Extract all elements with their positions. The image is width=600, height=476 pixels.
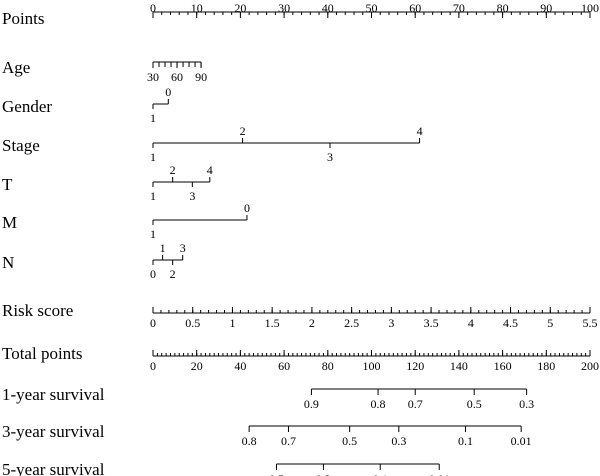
1-year-survival-tick-label: 0.9 — [304, 397, 319, 411]
risk-score-tick-label: 3.5 — [424, 316, 439, 330]
age-tick-label: 60 — [171, 70, 183, 84]
3-year-survival-tick-label: 0.1 — [458, 434, 473, 448]
points-tick-label: 10 — [191, 1, 203, 15]
3-year-survival-tick-label: 0.01 — [511, 434, 532, 448]
risk-score-tick-label: 5 — [547, 316, 553, 330]
total-points-row-label: Total points — [2, 344, 83, 363]
risk-score-tick-label: 0.5 — [185, 316, 200, 330]
5-year-survival-row-label: 5-year survival — [2, 460, 105, 476]
m-level-label: 1 — [150, 227, 156, 241]
risk-score-tick-label: 0 — [150, 316, 156, 330]
risk-score-tick-label: 2 — [309, 316, 315, 330]
5-year-survival-tick-label: 0.01 — [429, 472, 450, 476]
1-year-survival-row-label: 1-year survival — [2, 385, 105, 404]
total-points-tick-label: 0 — [150, 359, 156, 373]
risk-score-tick-label: 5.5 — [583, 316, 598, 330]
n-level-label: 1 — [160, 241, 166, 255]
points-row-label: Points — [2, 9, 45, 28]
points-tick-label: 20 — [234, 1, 246, 15]
total-points-tick-label: 20 — [191, 359, 203, 373]
total-points-tick-label: 100 — [363, 359, 381, 373]
n-level-label: 2 — [170, 267, 176, 281]
points-tick-label: 80 — [497, 1, 509, 15]
gender-level-label: 0 — [165, 85, 171, 99]
points-tick-label: 100 — [581, 1, 599, 15]
m-level-label: 0 — [244, 201, 250, 215]
1-year-survival-tick-label: 0.7 — [408, 397, 423, 411]
stage-level-label: 4 — [417, 124, 423, 138]
n-level-label: 0 — [150, 267, 156, 281]
1-year-survival-tick-label: 0.5 — [467, 397, 482, 411]
age-tick-label: 90 — [195, 70, 207, 84]
points-tick-label: 40 — [322, 1, 334, 15]
total-points-tick-label: 180 — [537, 359, 555, 373]
gender-row-label: Gender — [2, 97, 52, 116]
stage-level-label: 2 — [240, 124, 246, 138]
risk-score-tick-label: 1.5 — [265, 316, 280, 330]
t-level-label: 3 — [189, 189, 195, 203]
gender-level-label: 1 — [150, 111, 156, 125]
total-points-tick-label: 200 — [581, 359, 599, 373]
total-points-tick-label: 80 — [322, 359, 334, 373]
5-year-survival-tick-label: 0.3 — [316, 472, 331, 476]
total-points-tick-label: 140 — [450, 359, 468, 373]
risk-score-tick-label: 3 — [388, 316, 394, 330]
n-row-label: N — [2, 253, 14, 272]
m-row-label: M — [2, 213, 17, 232]
total-points-tick-label: 160 — [494, 359, 512, 373]
risk-score-tick-label: 1 — [229, 316, 235, 330]
points-tick-label: 90 — [540, 1, 552, 15]
t-level-label: 1 — [150, 189, 156, 203]
points-tick-label: 30 — [278, 1, 290, 15]
points-tick-label: 60 — [409, 1, 421, 15]
3-year-survival-tick-label: 0.5 — [342, 434, 357, 448]
3-year-survival-tick-label: 0.7 — [281, 434, 296, 448]
stage-row-label: Stage — [2, 136, 40, 155]
t-level-label: 2 — [170, 163, 176, 177]
stage-level-label: 1 — [150, 150, 156, 164]
total-points-tick-label: 40 — [234, 359, 246, 373]
points-tick-label: 0 — [150, 1, 156, 15]
t-level-label: 4 — [207, 163, 213, 177]
total-points-tick-label: 120 — [406, 359, 424, 373]
points-tick-label: 50 — [366, 1, 378, 15]
n-level-label: 3 — [180, 241, 186, 255]
stage-level-label: 3 — [327, 150, 333, 164]
total-points-tick-label: 60 — [278, 359, 290, 373]
3-year-survival-tick-label: 0.3 — [391, 434, 406, 448]
age-row-label: Age — [2, 58, 30, 77]
risk-score-tick-label: 4.5 — [503, 316, 518, 330]
3-year-survival-tick-label: 0.8 — [242, 434, 257, 448]
risk-score-tick-label: 2.5 — [344, 316, 359, 330]
t-row-label: T — [2, 175, 13, 194]
risk-score-row-label: Risk score — [2, 301, 73, 320]
risk-score-tick-label: 4 — [468, 316, 474, 330]
points-tick-label: 70 — [453, 1, 465, 15]
5-year-survival-tick-label: 0.1 — [373, 472, 388, 476]
1-year-survival-tick-label: 0.8 — [371, 397, 386, 411]
age-tick-label: 30 — [147, 70, 159, 84]
1-year-survival-tick-label: 0.3 — [519, 397, 534, 411]
5-year-survival-tick-label: 0.5 — [269, 472, 284, 476]
3-year-survival-row-label: 3-year survival — [2, 422, 105, 441]
